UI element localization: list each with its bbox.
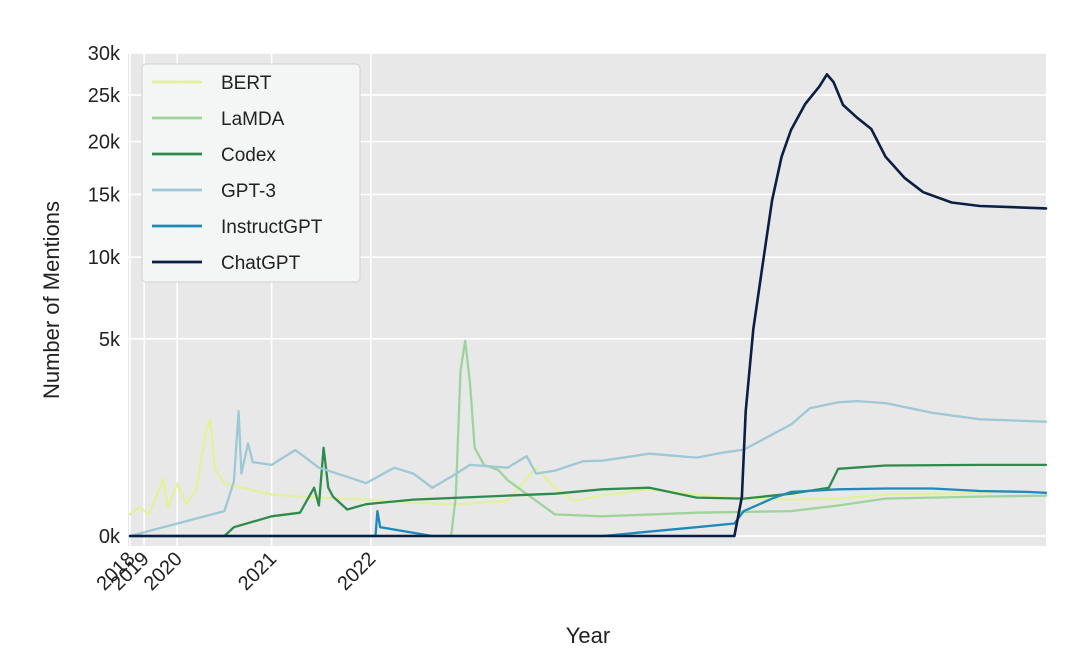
y-axis-ticks: 0k 5k 10k 15k 20k 25k 30k <box>88 43 121 548</box>
legend-label: InstructGPT <box>221 217 323 238</box>
legend: BERT LaMDA Codex GPT-3 InstructGPT ChatGPT <box>141 63 361 283</box>
y-tick-label: 15k <box>88 184 121 206</box>
x-tick-label: 2020 <box>140 548 187 595</box>
series-line-lamda <box>128 339 1048 538</box>
series-line-bert <box>128 418 1048 516</box>
series-lines <box>128 73 1048 538</box>
x-tick-label: 2022 <box>333 548 380 595</box>
x-tick-label: 2021 <box>234 548 281 595</box>
y-tick-label: 0k <box>99 526 121 548</box>
legend-label: BERT <box>221 73 272 94</box>
y-tick-label: 30k <box>88 43 121 65</box>
legend-label: ChatGPT <box>221 253 301 274</box>
legend-box <box>141 63 361 283</box>
y-tick-label: 10k <box>88 247 121 269</box>
y-axis-label: Number of Mentions <box>39 201 64 399</box>
legend-label: LaMDA <box>221 109 285 130</box>
y-tick-label: 25k <box>88 85 121 107</box>
y-tick-label: 20k <box>88 132 121 154</box>
series-line-codex <box>128 446 1048 538</box>
legend-label: Codex <box>221 145 276 166</box>
legend-label: GPT-3 <box>221 181 276 202</box>
series-line-gpt-3 <box>128 399 1048 538</box>
series-line-chatgpt <box>128 73 1048 538</box>
series-line-instructgpt <box>128 487 1048 538</box>
y-tick-label: 5k <box>99 329 121 351</box>
x-axis-label: Year <box>566 623 610 648</box>
